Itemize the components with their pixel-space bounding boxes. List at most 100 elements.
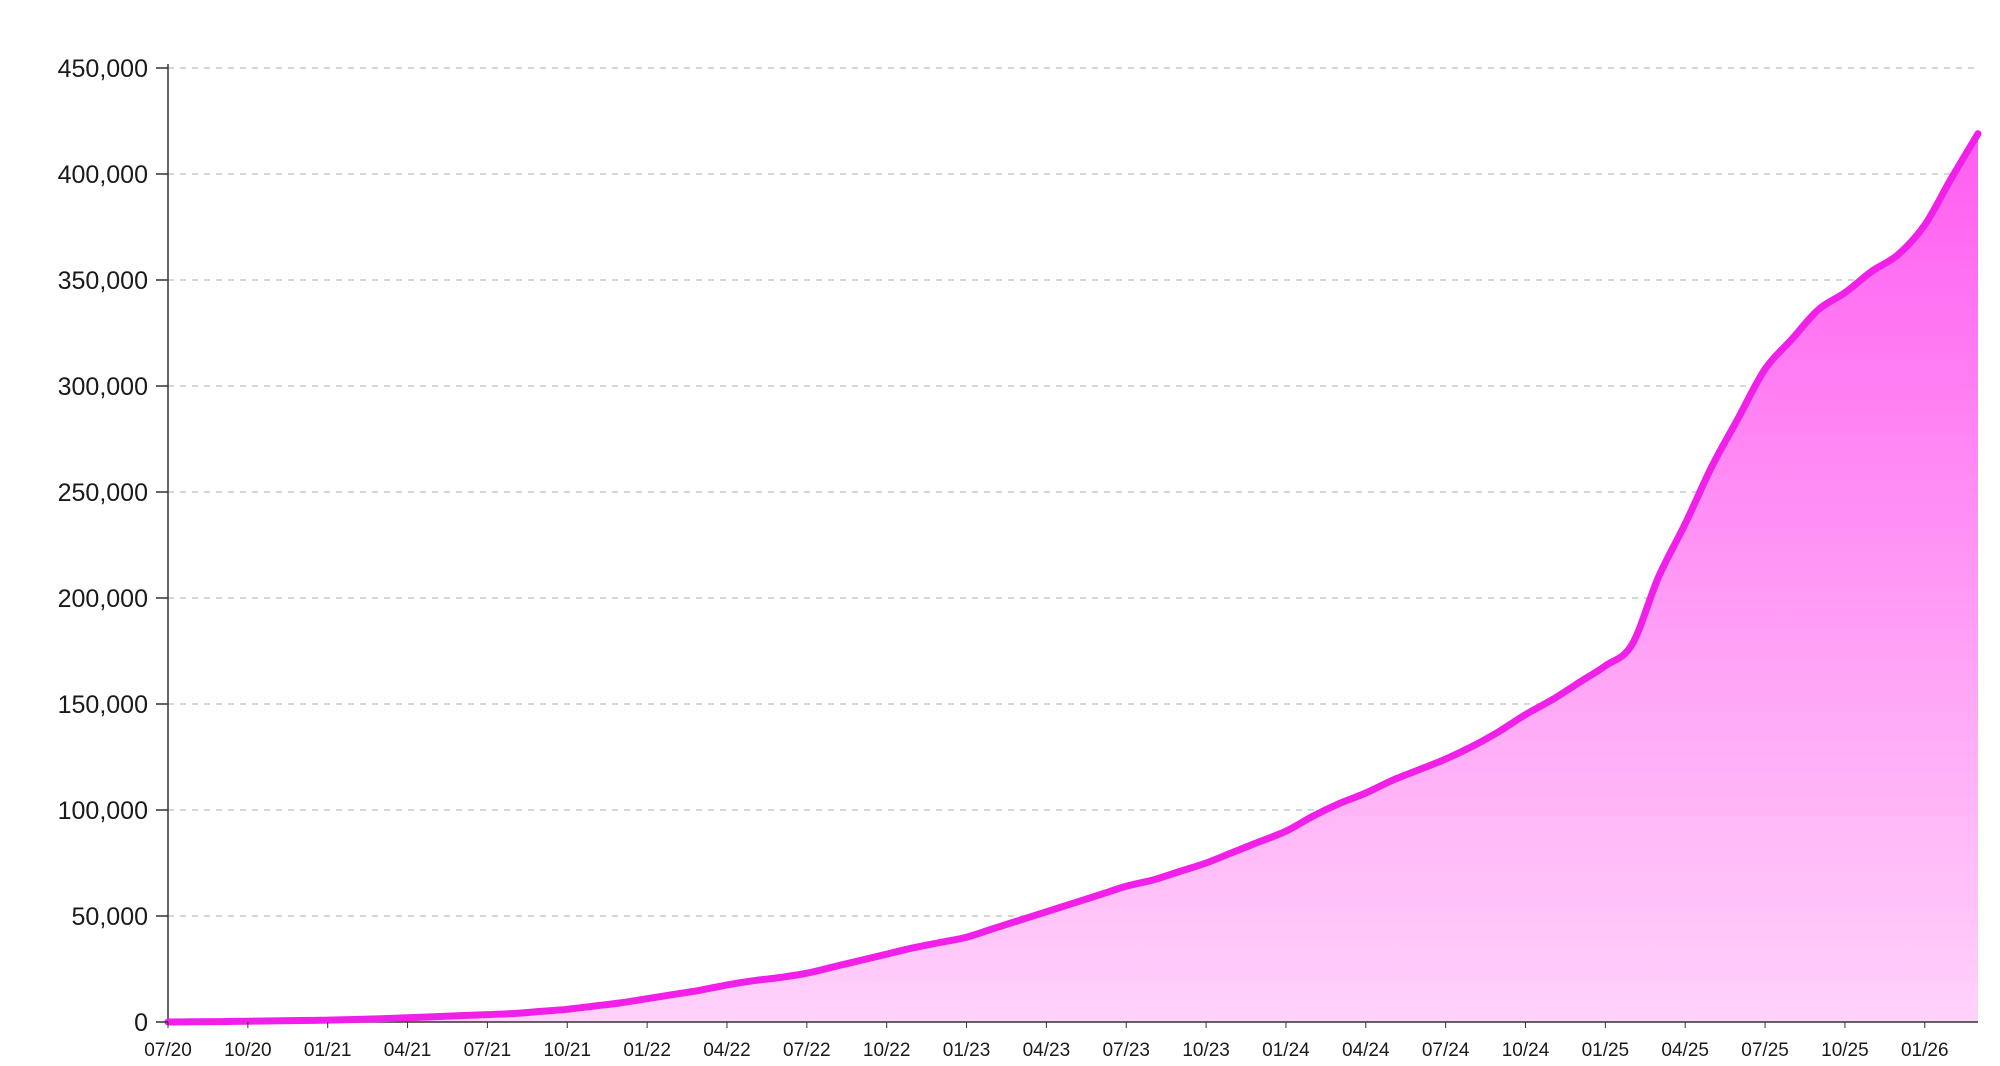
data-point (1070, 900, 1076, 906)
y-tick-label: 100,000 (58, 797, 148, 825)
data-point (910, 945, 916, 951)
x-tick-label: 04/25 (1661, 1040, 1709, 1061)
data-point (1735, 415, 1741, 421)
data-point (884, 951, 890, 957)
x-tick-label: 07/24 (1422, 1040, 1470, 1061)
data-point (564, 1006, 570, 1012)
data-point (1336, 801, 1342, 807)
data-point (990, 926, 996, 932)
data-point (1203, 860, 1209, 866)
data-point (1097, 892, 1103, 898)
data-point (484, 1012, 490, 1018)
x-tick-label: 07/25 (1741, 1040, 1789, 1061)
data-point (1310, 813, 1316, 819)
x-tick-label: 01/23 (943, 1040, 991, 1061)
x-tick-label: 07/23 (1102, 1040, 1150, 1061)
data-point (1842, 290, 1848, 296)
x-tick-label: 10/23 (1182, 1040, 1230, 1061)
y-tick-label: 350,000 (58, 267, 148, 295)
data-point (458, 1013, 464, 1019)
data-point (1629, 642, 1635, 648)
data-point (1256, 839, 1262, 845)
data-point (1043, 909, 1049, 915)
data-point (1416, 767, 1422, 773)
x-tick-label: 07/21 (464, 1040, 512, 1061)
x-tick-label: 10/25 (1821, 1040, 1869, 1061)
data-point (964, 934, 970, 940)
data-point (1602, 663, 1608, 669)
data-point (218, 1019, 224, 1025)
x-tick-label: 07/22 (783, 1040, 831, 1061)
x-tick-label: 04/22 (703, 1040, 751, 1061)
data-point (351, 1017, 357, 1023)
x-tick-label: 04/24 (1342, 1040, 1390, 1061)
data-point (1017, 917, 1023, 923)
data-point (644, 996, 650, 1002)
data-point (857, 958, 863, 964)
data-point (1762, 366, 1768, 372)
data-point (1443, 756, 1449, 762)
x-tick-label: 01/25 (1582, 1040, 1630, 1061)
data-point (1789, 336, 1795, 342)
data-point (937, 940, 943, 946)
y-tick-label: 150,000 (58, 691, 148, 719)
data-point (777, 975, 783, 981)
data-point (298, 1018, 304, 1024)
data-point (1283, 828, 1289, 834)
data-point (1922, 222, 1928, 228)
x-tick-label: 01/24 (1262, 1040, 1310, 1061)
data-point (1576, 680, 1582, 686)
y-tick-label: 0 (134, 1009, 148, 1037)
data-point (1389, 777, 1395, 783)
series-area (168, 133, 1978, 1022)
x-tick-label: 10/20 (224, 1040, 272, 1061)
data-point (1869, 269, 1875, 275)
series-line (164, 130, 1982, 1026)
x-tick-label: 07/20 (144, 1040, 192, 1061)
x-tick-label: 01/21 (304, 1040, 352, 1061)
data-point (751, 978, 757, 984)
x-tick-label: 01/22 (623, 1040, 671, 1061)
series-area-fill (168, 133, 1978, 1022)
data-point (1150, 877, 1156, 883)
data-point (1496, 729, 1502, 735)
data-point (1549, 697, 1555, 703)
data-point (192, 1019, 198, 1025)
data-point (1895, 252, 1901, 258)
data-point (1948, 175, 1954, 181)
x-tick-label: 01/26 (1901, 1040, 1949, 1061)
data-point (378, 1016, 384, 1022)
data-point (591, 1003, 597, 1009)
data-point (1230, 849, 1236, 855)
x-axis-ticks: 07/20 10/20 01/21 04/21 07/21 10/21 01/22 04/22… (144, 1022, 1949, 1061)
x-tick-label: 10/21 (543, 1040, 591, 1061)
data-point (1815, 307, 1821, 313)
data-point (1709, 464, 1715, 470)
x-tick-label: 10/24 (1502, 1040, 1550, 1061)
data-point (405, 1015, 411, 1021)
axes (167, 64, 1978, 1023)
data-point (724, 982, 730, 988)
data-point (1123, 883, 1129, 889)
data-point (511, 1011, 517, 1017)
data-point (1363, 790, 1369, 796)
y-tick-label: 250,000 (58, 479, 148, 507)
data-point (1682, 521, 1688, 527)
y-tick-label: 50,000 (72, 903, 148, 931)
gridlines (168, 67, 1978, 917)
y-tick-label: 450,000 (58, 55, 148, 83)
data-point (804, 970, 810, 976)
data-point (618, 1000, 624, 1006)
data-point (272, 1018, 278, 1024)
data-point (671, 991, 677, 997)
data-point (830, 964, 836, 970)
data-point (1469, 743, 1475, 749)
data-point (1177, 869, 1183, 875)
data-point (538, 1008, 544, 1014)
y-tick-label: 300,000 (58, 373, 148, 401)
x-tick-label: 04/23 (1023, 1040, 1071, 1061)
data-point (697, 987, 703, 993)
y-tick-label: 200,000 (58, 585, 148, 613)
data-point (431, 1014, 437, 1020)
